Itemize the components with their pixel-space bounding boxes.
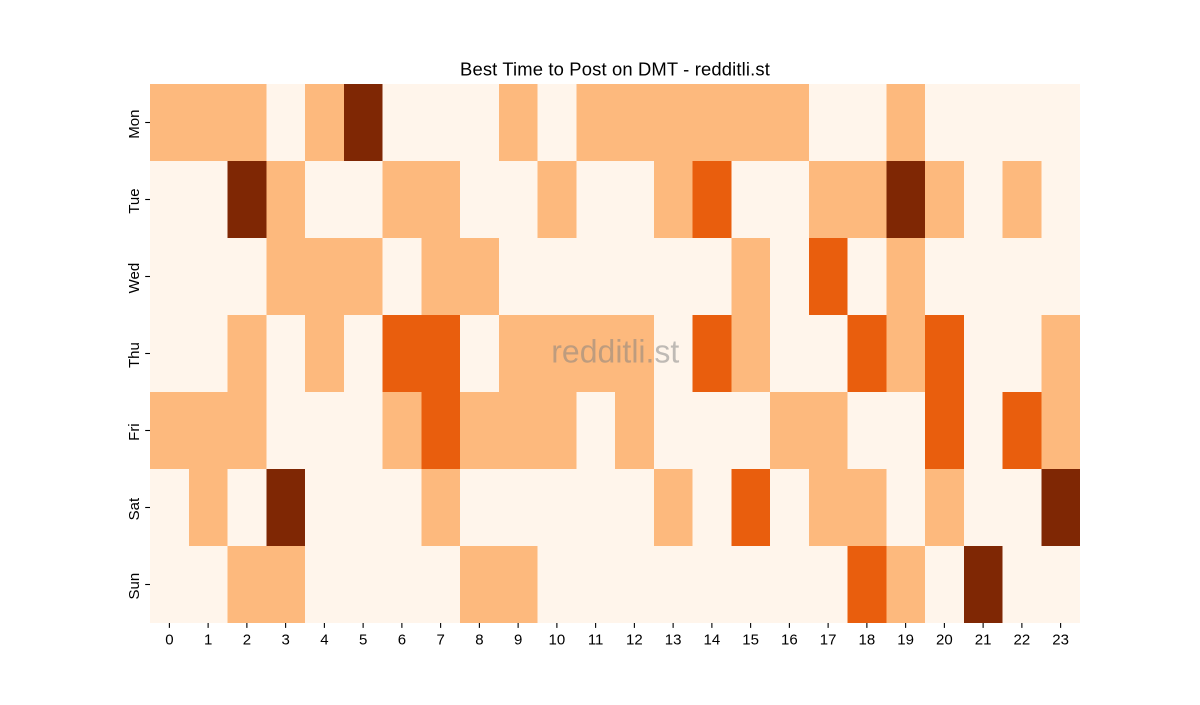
svg-text:8: 8 — [475, 632, 483, 649]
svg-text:23: 23 — [1052, 632, 1069, 649]
svg-text:20: 20 — [936, 632, 953, 649]
svg-text:19: 19 — [897, 632, 914, 649]
svg-text:14: 14 — [704, 632, 721, 649]
svg-text:13: 13 — [665, 632, 682, 649]
svg-text:Sun: Sun — [126, 573, 143, 600]
svg-text:Best Time to Post on DMT - red: Best Time to Post on DMT - redditli.st — [460, 59, 770, 80]
svg-text:9: 9 — [514, 632, 522, 649]
svg-text:12: 12 — [626, 632, 643, 649]
svg-text:0: 0 — [165, 632, 173, 649]
svg-text:17: 17 — [820, 632, 837, 649]
svg-text:redditli.st: redditli.st — [551, 334, 679, 370]
svg-text:21: 21 — [975, 632, 992, 649]
svg-text:Sat: Sat — [126, 497, 143, 520]
svg-text:11: 11 — [588, 632, 604, 649]
svg-text:7: 7 — [436, 632, 444, 649]
svg-text:Tue: Tue — [126, 188, 143, 213]
svg-text:6: 6 — [398, 632, 406, 649]
svg-text:Mon: Mon — [126, 110, 143, 139]
svg-text:22: 22 — [1014, 632, 1031, 649]
svg-text:4: 4 — [320, 632, 328, 649]
svg-text:Wed: Wed — [126, 263, 143, 294]
svg-text:1: 1 — [204, 632, 212, 649]
svg-text:16: 16 — [781, 632, 798, 649]
svg-text:5: 5 — [359, 632, 367, 649]
svg-text:Thu: Thu — [126, 342, 143, 368]
svg-text:Fri: Fri — [126, 423, 143, 441]
svg-text:15: 15 — [742, 632, 759, 649]
svg-text:10: 10 — [549, 632, 566, 649]
svg-text:3: 3 — [281, 632, 289, 649]
svg-text:18: 18 — [859, 632, 876, 649]
svg-text:2: 2 — [243, 632, 251, 649]
